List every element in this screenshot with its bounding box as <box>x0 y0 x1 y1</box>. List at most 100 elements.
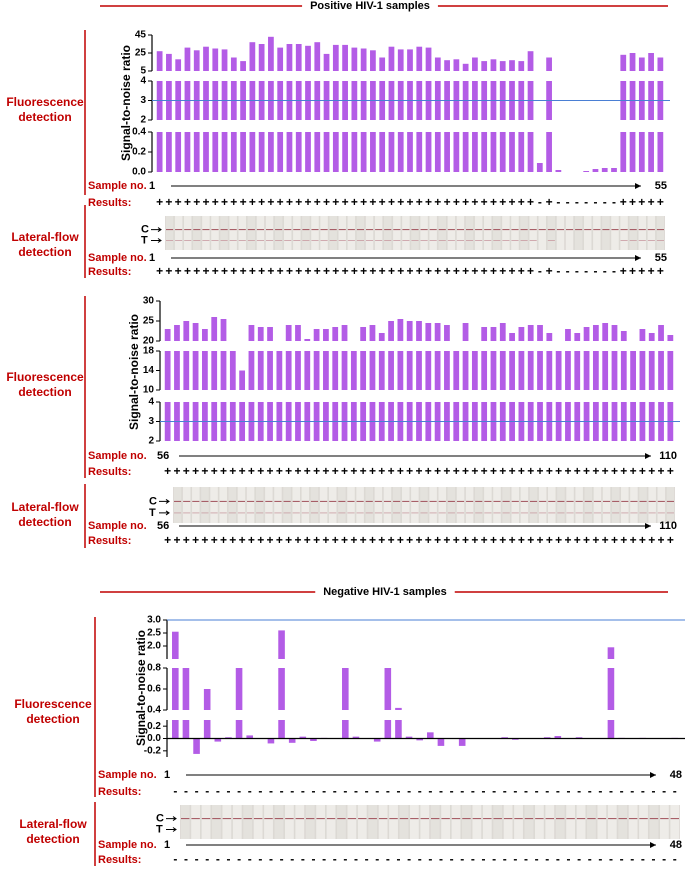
result: + <box>350 533 357 547</box>
result: + <box>332 533 339 547</box>
bar <box>240 132 246 172</box>
bar <box>546 351 553 390</box>
result: - <box>584 264 588 278</box>
result: + <box>508 264 515 278</box>
result: + <box>212 195 219 209</box>
sample-end: 55 <box>655 180 667 192</box>
result: + <box>574 464 581 478</box>
bar <box>304 351 311 390</box>
bar <box>657 57 664 71</box>
result: + <box>165 195 172 209</box>
strip <box>201 805 211 839</box>
bar <box>277 132 284 172</box>
result: + <box>360 464 367 478</box>
bar <box>172 720 179 739</box>
strip <box>438 487 447 523</box>
strip <box>629 216 637 250</box>
result: + <box>462 464 469 478</box>
bar <box>397 319 404 341</box>
strip <box>283 216 292 250</box>
y-tick-label: 0.0 <box>147 733 161 744</box>
strip <box>316 805 326 839</box>
result: - <box>593 264 597 278</box>
y-axis-label: Signal-to-noise ratio <box>119 45 133 161</box>
result: + <box>240 195 247 209</box>
pointer <box>159 510 170 516</box>
bar <box>248 325 255 341</box>
result: + <box>184 264 191 278</box>
bar <box>518 132 525 172</box>
bar <box>384 668 392 710</box>
result: - <box>503 784 507 798</box>
strip <box>201 487 209 523</box>
bar <box>221 49 228 71</box>
result: + <box>351 195 358 209</box>
result: - <box>269 852 273 866</box>
result: + <box>304 264 311 278</box>
section-title: Negative HIV-1 samples <box>323 586 447 598</box>
result: + <box>229 464 236 478</box>
result: + <box>294 464 301 478</box>
bar <box>527 351 534 390</box>
result: + <box>471 464 478 478</box>
bar <box>490 59 497 71</box>
strip <box>243 805 253 839</box>
strip <box>293 216 301 250</box>
result: - <box>460 784 464 798</box>
result: + <box>648 533 655 547</box>
bar <box>648 351 655 390</box>
result: + <box>434 464 441 478</box>
result: - <box>343 784 347 798</box>
strip <box>429 216 437 250</box>
bar <box>268 36 274 71</box>
result: + <box>350 464 357 478</box>
bar <box>202 329 208 341</box>
sample-end: 110 <box>659 450 677 462</box>
bar <box>184 132 191 172</box>
result: + <box>286 264 293 278</box>
y-tick-label: -0.2 <box>144 745 162 756</box>
result: + <box>667 464 674 478</box>
bar <box>388 321 394 341</box>
strip <box>556 216 565 250</box>
bar <box>602 323 609 341</box>
y-tick-label: 0.2 <box>132 147 146 158</box>
y-tick-label: 3 <box>148 416 154 427</box>
result: + <box>183 464 190 478</box>
sample-end: 48 <box>670 769 682 781</box>
strip <box>420 805 430 839</box>
bar <box>350 351 357 390</box>
strip <box>524 805 534 839</box>
bar <box>202 351 208 390</box>
bar <box>220 351 227 390</box>
bar <box>555 351 562 390</box>
y-tick-label: 4 <box>140 76 146 87</box>
result: + <box>229 533 236 547</box>
strip <box>465 487 474 523</box>
bar <box>342 44 348 71</box>
sample-end: 55 <box>655 252 667 264</box>
sample-label: Sample no. <box>88 520 147 532</box>
result: + <box>249 264 256 278</box>
strip <box>311 216 319 250</box>
result: + <box>620 533 627 547</box>
bar <box>629 132 636 172</box>
result: - <box>375 852 379 866</box>
bar <box>543 737 551 739</box>
result: + <box>360 195 367 209</box>
strip <box>310 487 319 523</box>
bar <box>481 61 488 71</box>
bar <box>453 351 460 390</box>
result: - <box>598 852 602 866</box>
result: - <box>354 784 358 798</box>
bar <box>648 53 654 71</box>
result: - <box>575 195 579 209</box>
result: + <box>620 195 627 209</box>
bar <box>397 351 404 390</box>
result: + <box>184 195 191 209</box>
bar <box>235 720 243 739</box>
result: - <box>248 852 252 866</box>
result: - <box>226 852 230 866</box>
strip <box>593 216 601 250</box>
